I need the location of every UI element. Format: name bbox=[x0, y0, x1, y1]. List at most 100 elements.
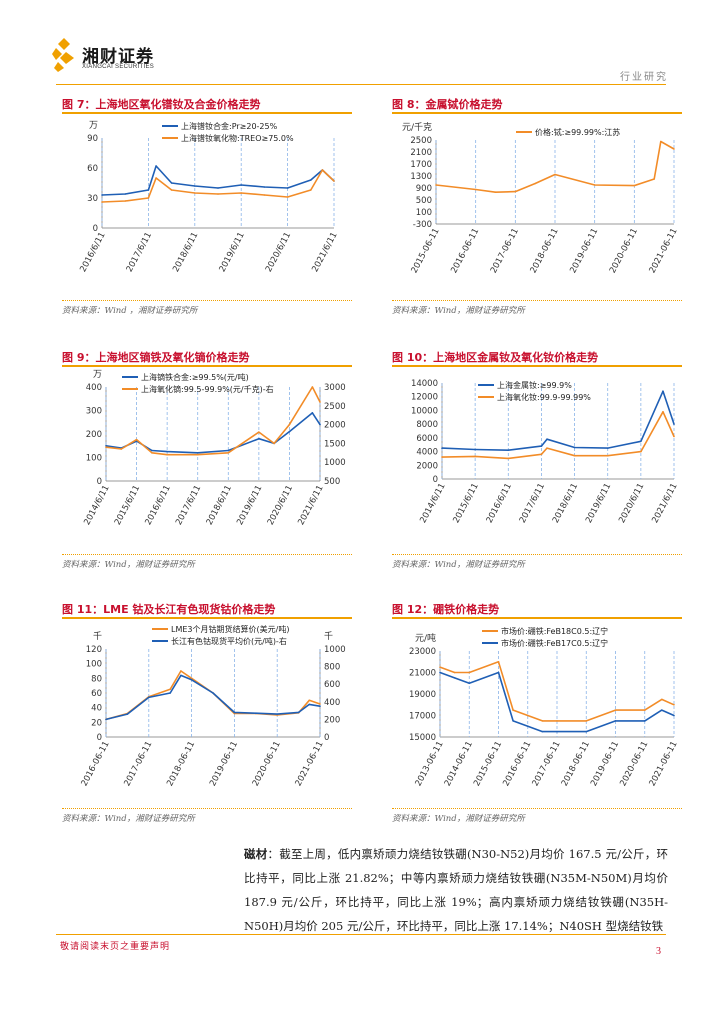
y2-tick-label: 3000 bbox=[324, 383, 346, 393]
data-point bbox=[147, 189, 150, 191]
data-point bbox=[661, 698, 663, 701]
data-point bbox=[653, 178, 655, 180]
x-tick-label: 2016-06-11 bbox=[80, 740, 112, 788]
data-point bbox=[614, 709, 617, 711]
logo-subtitle: XIANGCAI SECURITIES bbox=[82, 64, 155, 70]
y-tick-label: 20 bbox=[91, 718, 102, 728]
x-tick-label: 2020-06-11 bbox=[618, 740, 650, 788]
legend-label: 上海氧化镝:99.5-99.9%(元/千克)-右 bbox=[141, 384, 274, 394]
x-tick-label: 2013-06-11 bbox=[414, 740, 446, 788]
figure-7-title: 图 7：上海地区氧化镨钕及合金价格走势 bbox=[62, 98, 261, 111]
data-point bbox=[614, 720, 617, 722]
logo-name: 湘财证券 bbox=[82, 47, 154, 67]
data-point bbox=[662, 411, 664, 413]
data-point bbox=[311, 386, 314, 388]
data-point bbox=[514, 190, 517, 193]
y2-tick-label: 400 bbox=[324, 698, 340, 708]
x-tick-label: 2019/6/11 bbox=[584, 482, 613, 525]
data-point bbox=[585, 720, 588, 722]
y-tick-label: 400 bbox=[86, 383, 102, 393]
y-tick-label: 30 bbox=[87, 194, 98, 204]
y-tick-label: 0 bbox=[433, 475, 438, 485]
data-point bbox=[661, 709, 663, 711]
data-point bbox=[286, 196, 289, 198]
data-point bbox=[494, 191, 497, 193]
figure-7-source-rule bbox=[62, 300, 352, 301]
y2-tick-label: 600 bbox=[324, 680, 340, 690]
data-point bbox=[240, 192, 242, 194]
y-tick-label: 1300 bbox=[410, 172, 432, 182]
y-tick-label: 21000 bbox=[409, 669, 436, 679]
x-tick-label: 2018-06-11 bbox=[529, 227, 561, 275]
data-point bbox=[194, 192, 196, 194]
y-tick-label: 6000 bbox=[416, 434, 438, 444]
data-point bbox=[169, 688, 171, 691]
data-point bbox=[507, 449, 510, 451]
legend-label: 上海镨钕合金:Pr≥20-25% bbox=[181, 121, 278, 131]
legend-label: 长江有色钴现货平均价(元/吨)-右 bbox=[171, 636, 287, 646]
y-tick-label: 500 bbox=[416, 196, 432, 206]
data-point bbox=[497, 660, 500, 663]
y-unit-label: 千 bbox=[93, 631, 102, 642]
data-point bbox=[212, 692, 214, 694]
data-point bbox=[643, 720, 646, 722]
chart-figure-9: 2014/6/11 2015/6/11 2016/6/11 2017/6/11 2018… bbox=[82, 370, 346, 527]
x-tick-label: 2018-06-11 bbox=[165, 740, 197, 788]
figure-12-source: 资料来源：Wind，湘财证券研究所 bbox=[392, 814, 525, 824]
data-point bbox=[310, 179, 312, 181]
figure-8-rule bbox=[392, 112, 682, 114]
x-tick-label: 2015/6/11 bbox=[113, 484, 142, 527]
figure-12-source-rule bbox=[392, 808, 682, 809]
x-tick-label: 2020/6/11 bbox=[266, 484, 295, 527]
y2-tick-label: 800 bbox=[324, 663, 340, 673]
y2-tick-label: 2000 bbox=[324, 421, 346, 431]
footer-disclaimer: 敬请阅读末页之重要声明 bbox=[60, 942, 171, 952]
data-point bbox=[155, 165, 157, 167]
data-point bbox=[196, 452, 199, 454]
y-tick-label: 4000 bbox=[416, 448, 438, 458]
data-point bbox=[263, 186, 266, 188]
data-point bbox=[308, 699, 311, 702]
data-point bbox=[526, 725, 529, 728]
y2-tick-label: 1000 bbox=[324, 645, 346, 655]
page-number: 3 bbox=[656, 946, 661, 957]
figure-8-source-rule bbox=[392, 300, 682, 301]
data-point bbox=[148, 696, 150, 699]
y-tick-label: 0 bbox=[97, 733, 102, 743]
data-point bbox=[439, 671, 441, 674]
data-point bbox=[273, 442, 275, 445]
y-tick-label: 60 bbox=[91, 689, 102, 699]
y-tick-label: 80 bbox=[91, 674, 102, 684]
data-point bbox=[288, 423, 291, 426]
legend-label: 上海镝铁合金:≥99.5%(元/吨) bbox=[141, 372, 249, 382]
y-tick-label: 14000 bbox=[411, 379, 438, 389]
legend-label: 市场价:硼铁:FeB17C0.5:辽宁 bbox=[501, 638, 608, 648]
figure-7-source: 资料来源：Wind ，湘财证券研究所 bbox=[62, 306, 198, 316]
y-tick-label: 900 bbox=[416, 184, 432, 194]
data-point bbox=[453, 671, 456, 674]
y-tick-label: 100 bbox=[86, 660, 102, 670]
series-line bbox=[105, 386, 321, 456]
x-tick-label: 2018/6/11 bbox=[551, 482, 580, 525]
data-point bbox=[319, 423, 321, 426]
figure-11-source-rule bbox=[62, 808, 352, 809]
data-point bbox=[124, 193, 126, 195]
data-point bbox=[512, 709, 514, 711]
data-point bbox=[540, 453, 543, 456]
data-point bbox=[180, 674, 182, 677]
series-line bbox=[441, 390, 675, 451]
data-point bbox=[217, 193, 219, 195]
x-tick-label: 2021-06-11 bbox=[294, 740, 326, 788]
data-point bbox=[276, 713, 278, 715]
data-point bbox=[468, 671, 471, 674]
data-point bbox=[441, 456, 443, 458]
body-text: ：截至上周，低内禀矫顽力烧结钕铁硼(N30-N52)月均价 167.5 元/公斤… bbox=[244, 847, 669, 933]
y-tick-label: 12000 bbox=[411, 393, 438, 403]
x-tick-label: 2019-06-11 bbox=[568, 227, 600, 275]
x-tick-label: 2020-06-11 bbox=[608, 227, 640, 275]
x-tick-label: 2019/6/11 bbox=[218, 231, 247, 274]
logo-mark-icon bbox=[52, 38, 74, 72]
data-point bbox=[474, 455, 476, 458]
y2-tick-label: 2500 bbox=[324, 402, 346, 412]
legend-label: 价格:铽:≥99.99%:江苏 bbox=[535, 127, 620, 137]
